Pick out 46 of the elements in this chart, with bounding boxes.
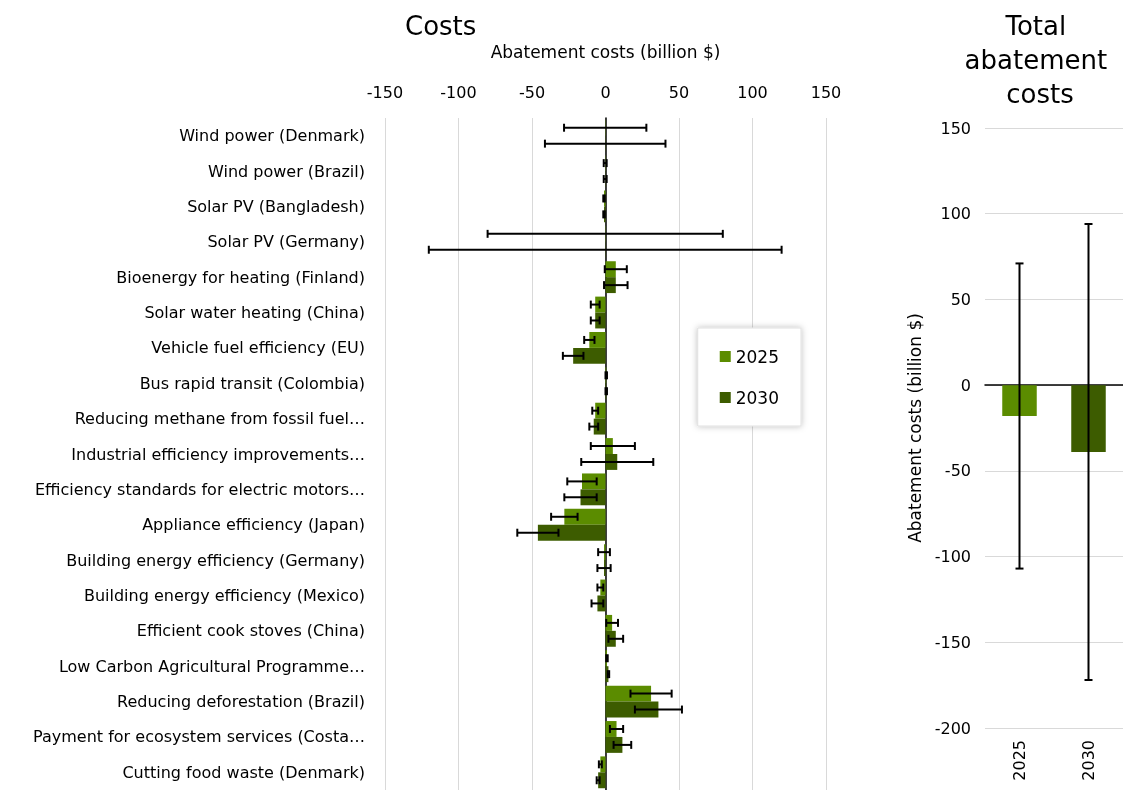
y-tick-label: Bus rapid transit (Colombia) — [139, 373, 365, 393]
x-tick-label: 150 — [810, 82, 842, 102]
legend-label: 2025 — [735, 346, 779, 367]
x-tick-label: -100 — [440, 82, 477, 102]
legend-label: 2030 — [735, 387, 779, 408]
y-tick-label: Wind power (Denmark) — [179, 126, 365, 146]
bar — [605, 685, 652, 702]
y-axis-title: Abatement costs (billion $) — [904, 313, 925, 543]
y-tick-label: -150 — [934, 632, 971, 652]
bar — [564, 508, 606, 525]
x-tick-label: -150 — [366, 82, 404, 102]
x-tick-label: -50 — [518, 82, 546, 102]
y-tick-label: Vehicle fuel efficiency (EU) — [151, 338, 365, 358]
y-tick-label: Industrial efficiency improvements… — [71, 444, 365, 464]
y-tick-label: Reducing methane from fossil fuel… — [74, 409, 365, 429]
y-tick-label: 0 — [960, 375, 971, 395]
bar — [537, 524, 606, 541]
bar — [589, 331, 606, 348]
y-tick-label: Low Carbon Agricultural Programme… — [58, 656, 365, 676]
x-tick-label: 100 — [737, 82, 768, 102]
y-tick-label: Cutting food waste (Denmark) — [122, 762, 365, 782]
y-tick-label: Appliance efficiency (Japan) — [142, 515, 365, 535]
y-tick-label: Building energy efficiency (Germany) — [66, 550, 365, 570]
chart-title: Costs — [405, 11, 477, 41]
y-tick-label: -100 — [934, 547, 971, 567]
y-tick-label: Solar PV (Bangladesh) — [187, 196, 365, 216]
y-tick-label: Building energy efficiency (Mexico) — [83, 585, 365, 605]
bar — [573, 347, 606, 364]
y-tick-label: Bioenergy for heating (Finland) — [116, 267, 365, 287]
y-tick-label: Wind power (Brazil) — [208, 161, 365, 181]
y-tick-label: Efficient cook stoves (China) — [136, 621, 365, 641]
y-tick-label: 100 — [940, 204, 971, 224]
y-tick-label: Solar water heating (China) — [144, 303, 365, 323]
y-tick-label: Payment for ecosystem services (Costa… — [33, 727, 365, 747]
y-tick-label: Solar PV (Germany) — [207, 232, 365, 252]
chart-title: Total abatement costs — [964, 11, 1116, 109]
x-tick-label: 50 — [668, 82, 690, 102]
x-axis-title: Abatement costs (billion $) — [490, 41, 721, 62]
y-tick-label: -50 — [944, 461, 971, 481]
y-tick-label: 150 — [940, 118, 971, 138]
bar — [605, 701, 659, 718]
y-tick-label: 50 — [950, 289, 971, 309]
y-tick-label: Efficiency standards for electric motors… — [34, 479, 365, 499]
y-tick-label: -200 — [934, 718, 971, 738]
y-tick-label: Reducing deforestation (Brazil) — [117, 692, 365, 712]
x-tick-label: 0 — [600, 82, 611, 102]
